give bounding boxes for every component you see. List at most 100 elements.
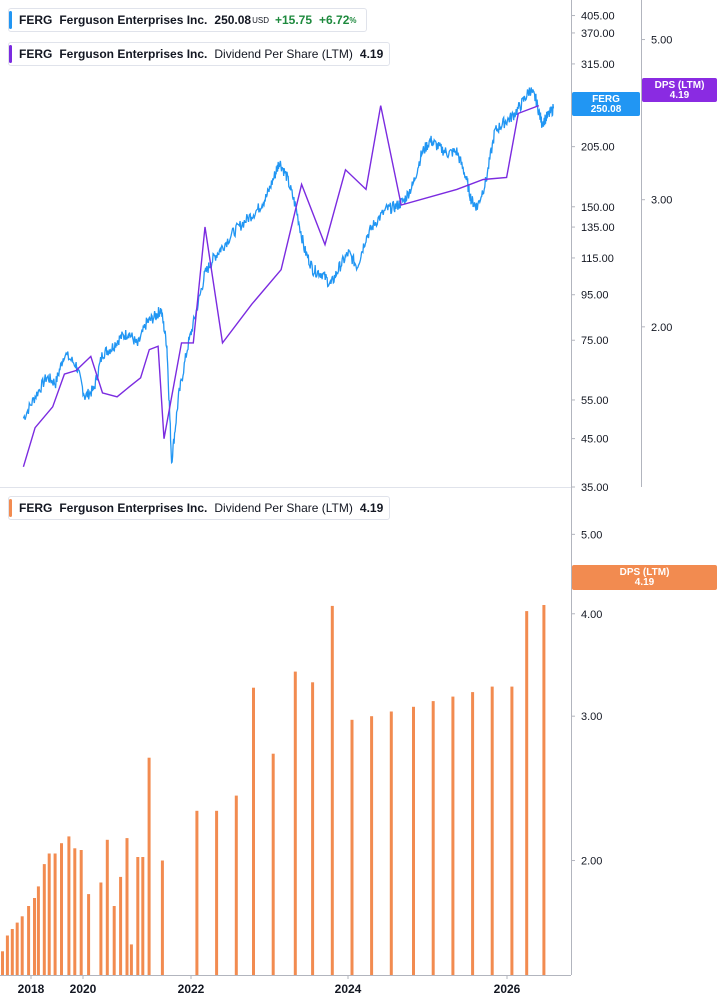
- dps-bar: [293, 671, 297, 975]
- dps-bar: [412, 706, 415, 975]
- dps-bar: [15, 922, 19, 975]
- dps-bar: [136, 857, 140, 975]
- dps-bar: [87, 894, 91, 975]
- price-tick-label: 315.00: [581, 59, 615, 71]
- dps-bar: [431, 701, 435, 975]
- dps-bar: [542, 605, 546, 975]
- legend-price-company: Ferguson Enterprises Inc.: [59, 13, 208, 27]
- dps-tag-top-label: DPS (LTM): [655, 80, 705, 91]
- dps-bar: [370, 716, 374, 975]
- dps-top-tick-label: 3.00: [651, 195, 672, 207]
- dps-bar: [389, 711, 393, 975]
- dps-tag-top-bg: [642, 78, 717, 102]
- dps-bar: [451, 696, 455, 975]
- legend-price[interactable]: FERG Ferguson Enterprises Inc. 250.08 US…: [8, 8, 367, 32]
- legend-dps-bottom-metric: Dividend Per Share (LTM): [214, 501, 353, 515]
- dps-bar: [141, 857, 145, 975]
- dps-bar: [525, 611, 529, 975]
- legend-dps-bottom[interactable]: FERG Ferguson Enterprises Inc. Dividend …: [8, 496, 390, 520]
- price-tick-label: 35.00: [581, 482, 609, 494]
- price-tick-label: 205.00: [581, 142, 615, 154]
- dps-bar: [27, 906, 31, 975]
- price-line-path: [22, 87, 555, 465]
- dps-bar: [47, 853, 51, 975]
- dps-bar: [471, 692, 475, 975]
- dps-bar: [112, 906, 116, 975]
- dps-bar: [195, 810, 199, 975]
- dps-bar: [234, 795, 238, 975]
- dps-bar: [10, 929, 14, 975]
- dps-bar: [215, 810, 219, 975]
- dps-bar: [42, 864, 46, 975]
- price-line-ferg: [22, 87, 555, 465]
- legend-dps-top-metric: Dividend Per Share (LTM): [214, 47, 353, 61]
- time-tick-label: 2022: [178, 982, 205, 996]
- legend-dps-bottom-value: 4.19: [359, 501, 384, 515]
- legend-dps-top[interactable]: FERG Ferguson Enterprises Inc. Dividend …: [8, 42, 390, 66]
- dps-bar: [73, 848, 77, 975]
- dps-bar: [271, 753, 275, 975]
- time-tick-label: 2026: [494, 982, 521, 996]
- dps-bar: [160, 860, 164, 975]
- legend-price-swatch: [9, 11, 12, 29]
- price-tag-bg: [572, 92, 640, 116]
- dps-bar: [36, 886, 40, 975]
- dps-bar: [79, 850, 83, 975]
- dps-tag-bottom-label: DPS (LTM): [620, 567, 670, 578]
- dps-tag-top-value: 4.19: [670, 90, 690, 101]
- legend-price-change-pct: +6.72: [319, 13, 350, 27]
- price-tick-label: 150.00: [581, 202, 615, 214]
- dps-bar: [311, 682, 315, 975]
- price-tick-label: 95.00: [581, 290, 609, 302]
- dps-bar: [53, 853, 57, 975]
- legend-dps-top-ticker: FERG: [19, 47, 53, 61]
- price-tag-value: 250.08: [591, 104, 622, 115]
- price-tick-label: 45.00: [581, 434, 609, 446]
- legend-price-pct-sign: %: [349, 15, 357, 25]
- price-tick-label: 405.00: [581, 11, 615, 23]
- legend-dps-top-swatch: [9, 45, 12, 63]
- time-tick-label: 2018: [18, 982, 45, 996]
- dps-bottom-tick-label: 3.00: [581, 711, 602, 723]
- dps-bar: [1, 951, 4, 975]
- legend-price-ticker: FERG: [19, 13, 53, 27]
- dps-bar: [125, 838, 129, 975]
- price-tick-label: 115.00: [581, 253, 614, 265]
- dps-bar: [330, 605, 334, 975]
- price-tick-label: 135.00: [581, 222, 615, 234]
- dps-bar: [147, 757, 151, 975]
- dps-bar: [33, 898, 36, 975]
- price-tick-label: 370.00: [581, 28, 615, 40]
- dps-tag-bottom-bg: [572, 565, 717, 590]
- price-tag-label: FERG: [592, 94, 620, 105]
- dps-bar: [119, 876, 123, 975]
- dps-top-tick-label: 5.00: [651, 35, 672, 47]
- dps-line-path: [22, 104, 540, 468]
- legend-dps-top-value: 4.19: [359, 47, 384, 61]
- dps-bar: [99, 882, 103, 975]
- dps-bar: [129, 944, 133, 975]
- price-tick-label: 75.00: [581, 335, 609, 347]
- legend-price-currency: USD: [252, 15, 269, 25]
- dps-bar: [67, 836, 71, 975]
- price-tick-label: 55.00: [581, 395, 609, 407]
- dps-bar: [105, 839, 109, 975]
- dps-bottom-tick-label: 4.00: [581, 609, 602, 621]
- legend-dps-bottom-swatch: [9, 499, 12, 517]
- dps-bars: [1, 605, 546, 975]
- legend-dps-bottom-ticker: FERG: [19, 501, 53, 515]
- dps-top-tick-label: 2.00: [651, 322, 672, 334]
- dps-bottom-tick-label: 2.00: [581, 856, 602, 868]
- legend-dps-bottom-company: Ferguson Enterprises Inc.: [59, 501, 208, 515]
- dps-tag-top: DPS (LTM)4.19: [642, 78, 717, 102]
- dps-tag-bottom: DPS (LTM)4.19: [572, 565, 717, 590]
- dps-bar: [510, 686, 514, 975]
- time-tick-label: 2024: [335, 982, 362, 996]
- dps-bar: [490, 686, 494, 975]
- dps-line: [22, 104, 540, 468]
- dps-bar: [350, 719, 354, 975]
- dps-bottom-tick-label: 5.00: [581, 529, 602, 541]
